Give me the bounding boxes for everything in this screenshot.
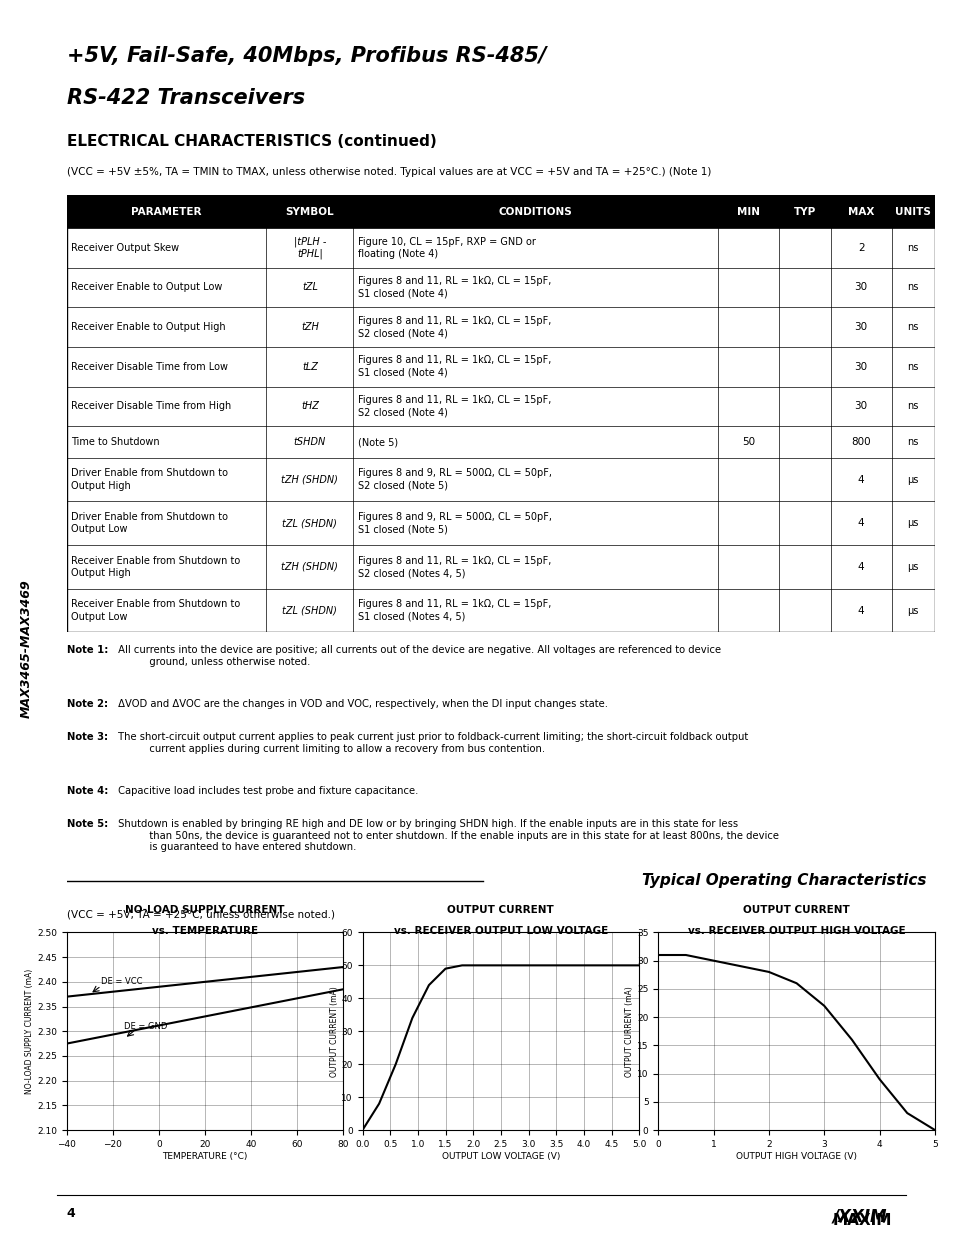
- Text: MIN: MIN: [736, 206, 759, 216]
- Text: Receiver Disable Time from Low: Receiver Disable Time from Low: [71, 362, 228, 372]
- Text: tZL (SHDN): tZL (SHDN): [282, 519, 337, 529]
- Text: MAX: MAX: [847, 206, 873, 216]
- Text: UNITS: UNITS: [894, 206, 930, 216]
- Text: CONDITIONS: CONDITIONS: [498, 206, 572, 216]
- Text: ns: ns: [906, 243, 918, 253]
- Y-axis label: OUTPUT CURRENT (mA): OUTPUT CURRENT (mA): [624, 986, 634, 1077]
- Text: ELECTRICAL CHARACTERISTICS (continued): ELECTRICAL CHARACTERISTICS (continued): [67, 133, 436, 148]
- Text: (VCC = +5V, TA = +25°C, unless otherwise noted.): (VCC = +5V, TA = +25°C, unless otherwise…: [67, 910, 335, 920]
- Text: OUTPUT CURRENT: OUTPUT CURRENT: [742, 905, 849, 915]
- Text: Note 1:: Note 1:: [67, 645, 108, 655]
- X-axis label: OUTPUT LOW VOLTAGE (V): OUTPUT LOW VOLTAGE (V): [441, 1151, 559, 1161]
- Text: vs. RECEIVER OUTPUT HIGH VOLTAGE: vs. RECEIVER OUTPUT HIGH VOLTAGE: [687, 926, 904, 936]
- Text: 4: 4: [857, 519, 863, 529]
- Text: vs. TEMPERATURE: vs. TEMPERATURE: [152, 926, 258, 936]
- Text: The short-circuit output current applies to peak current just prior to foldback-: The short-circuit output current applies…: [114, 732, 747, 753]
- Text: Capacitive load includes test probe and fixture capacitance.: Capacitive load includes test probe and …: [114, 785, 417, 795]
- Text: 30: 30: [854, 283, 867, 293]
- Text: 2: 2: [857, 243, 863, 253]
- Text: ns: ns: [906, 362, 918, 372]
- Text: Figures 8 and 11, RL = 1kΩ, CL = 15pF,
S1 closed (Note 4): Figures 8 and 11, RL = 1kΩ, CL = 15pF, S…: [357, 277, 551, 299]
- Text: ns: ns: [906, 437, 918, 447]
- Text: OUTPUT CURRENT: OUTPUT CURRENT: [447, 905, 554, 915]
- Text: RS-422 Transceivers: RS-422 Transceivers: [67, 88, 305, 107]
- Text: μs: μs: [906, 562, 918, 572]
- Text: Receiver Enable to Output High: Receiver Enable to Output High: [71, 322, 226, 332]
- Text: |tPLH -
tPHL|: |tPLH - tPHL|: [294, 236, 326, 259]
- Text: Note 4:: Note 4:: [67, 785, 108, 795]
- Text: +5V, Fail-Safe, 40Mbps, Profibus RS-485/: +5V, Fail-Safe, 40Mbps, Profibus RS-485/: [67, 47, 546, 67]
- Text: ns: ns: [906, 401, 918, 411]
- Text: (VCC = +5V ±5%, TA = TMIN to TMAX, unless otherwise noted. Typical values are at: (VCC = +5V ±5%, TA = TMIN to TMAX, unles…: [67, 167, 710, 177]
- Text: tSHDN: tSHDN: [294, 437, 326, 447]
- Text: Shutdown is enabled by bringing RE high and DE low or by bringing SHDN high. If : Shutdown is enabled by bringing RE high …: [114, 819, 778, 852]
- Text: tZH (SHDN): tZH (SHDN): [281, 474, 338, 484]
- Text: Figures 8 and 9, RL = 500Ω, CL = 50pF,
S1 closed (Note 5): Figures 8 and 9, RL = 500Ω, CL = 50pF, S…: [357, 513, 551, 535]
- Text: PARAMETER: PARAMETER: [132, 206, 202, 216]
- Text: 4: 4: [67, 1207, 75, 1220]
- Y-axis label: OUTPUT CURRENT (mA): OUTPUT CURRENT (mA): [329, 986, 338, 1077]
- Text: ns: ns: [906, 283, 918, 293]
- Text: 800: 800: [850, 437, 870, 447]
- Text: Driver Enable from Shutdown to
Output High: Driver Enable from Shutdown to Output Hi…: [71, 468, 228, 490]
- Text: Time to Shutdown: Time to Shutdown: [71, 437, 159, 447]
- Text: MAX3465 toc01: MAX3465 toc01: [365, 1007, 370, 1056]
- Text: Note 3:: Note 3:: [67, 732, 108, 742]
- Text: /XXIM: /XXIM: [832, 1207, 886, 1225]
- Text: tZL (SHDN): tZL (SHDN): [282, 605, 337, 615]
- Text: μs: μs: [906, 474, 918, 484]
- Text: 30: 30: [854, 362, 867, 372]
- Text: 4: 4: [857, 474, 863, 484]
- Text: Receiver Enable from Shutdown to
Output High: Receiver Enable from Shutdown to Output …: [71, 556, 240, 578]
- Text: Receiver Output Skew: Receiver Output Skew: [71, 243, 179, 253]
- Text: tLZ: tLZ: [301, 362, 317, 372]
- Text: Note 5:: Note 5:: [67, 819, 108, 829]
- Text: (Note 5): (Note 5): [357, 437, 397, 447]
- Text: SYMBOL: SYMBOL: [285, 206, 334, 216]
- Text: tZH (SHDN): tZH (SHDN): [281, 562, 338, 572]
- Text: Figures 8 and 11, RL = 1kΩ, CL = 15pF,
S2 closed (Notes 4, 5): Figures 8 and 11, RL = 1kΩ, CL = 15pF, S…: [357, 556, 551, 578]
- X-axis label: TEMPERATURE (°C): TEMPERATURE (°C): [162, 1151, 248, 1161]
- Text: vs. RECEIVER OUTPUT LOW VOLTAGE: vs. RECEIVER OUTPUT LOW VOLTAGE: [394, 926, 607, 936]
- Text: tZL: tZL: [301, 283, 317, 293]
- Text: Receiver Disable Time from High: Receiver Disable Time from High: [71, 401, 232, 411]
- Text: 4: 4: [857, 605, 863, 615]
- Text: Driver Enable from Shutdown to
Output Low: Driver Enable from Shutdown to Output Lo…: [71, 513, 228, 535]
- Text: Receiver Enable to Output Low: Receiver Enable to Output Low: [71, 283, 222, 293]
- Text: Figure 10, CL = 15pF, RXP = GND or
floating (Note 4): Figure 10, CL = 15pF, RXP = GND or float…: [357, 237, 535, 259]
- Text: μs: μs: [906, 519, 918, 529]
- Text: Figures 8 and 11, RL = 1kΩ, CL = 15pF,
S2 closed (Note 4): Figures 8 and 11, RL = 1kΩ, CL = 15pF, S…: [357, 395, 551, 417]
- Text: ns: ns: [906, 322, 918, 332]
- Text: TYP: TYP: [793, 206, 815, 216]
- Text: Figures 8 and 11, RL = 1kΩ, CL = 15pF,
S1 closed (Note 4): Figures 8 and 11, RL = 1kΩ, CL = 15pF, S…: [357, 356, 551, 378]
- Text: Typical Operating Characteristics: Typical Operating Characteristics: [641, 873, 925, 888]
- Text: All currents into the device are positive; all currents out of the device are ne: All currents into the device are positiv…: [114, 645, 720, 667]
- Text: Figures 8 and 9, RL = 500Ω, CL = 50pF,
S2 closed (Note 5): Figures 8 and 9, RL = 500Ω, CL = 50pF, S…: [357, 468, 551, 490]
- Text: tHZ: tHZ: [300, 401, 318, 411]
- Text: 30: 30: [854, 322, 867, 332]
- Text: Figures 8 and 11, RL = 1kΩ, CL = 15pF,
S1 closed (Notes 4, 5): Figures 8 and 11, RL = 1kΩ, CL = 15pF, S…: [357, 599, 551, 621]
- X-axis label: OUTPUT HIGH VOLTAGE (V): OUTPUT HIGH VOLTAGE (V): [736, 1151, 856, 1161]
- Text: 4: 4: [857, 562, 863, 572]
- Text: Receiver Enable from Shutdown to
Output Low: Receiver Enable from Shutdown to Output …: [71, 599, 240, 621]
- Text: MAX3465 toc02: MAX3465 toc02: [660, 1007, 665, 1056]
- Text: 30: 30: [854, 401, 867, 411]
- Text: Note 2:: Note 2:: [67, 699, 108, 709]
- Text: DE = GND: DE = GND: [124, 1021, 168, 1031]
- Text: NO-LOAD SUPPLY CURRENT: NO-LOAD SUPPLY CURRENT: [125, 905, 285, 915]
- Text: tZH: tZH: [300, 322, 318, 332]
- Text: μs: μs: [906, 605, 918, 615]
- Text: ΔVOD and ΔVOC are the changes in VOD and VOC, respectively, when the DI input ch: ΔVOD and ΔVOC are the changes in VOD and…: [114, 699, 607, 709]
- Text: MAX3465-MAX3469: MAX3465-MAX3469: [20, 579, 32, 718]
- Text: DE = VCC: DE = VCC: [101, 977, 143, 987]
- Text: Figures 8 and 11, RL = 1kΩ, CL = 15pF,
S2 closed (Note 4): Figures 8 and 11, RL = 1kΩ, CL = 15pF, S…: [357, 316, 551, 338]
- Text: MAXIM: MAXIM: [832, 1213, 891, 1228]
- Y-axis label: NO-LOAD SUPPLY CURRENT (mA): NO-LOAD SUPPLY CURRENT (mA): [25, 968, 34, 1094]
- Text: 50: 50: [740, 437, 754, 447]
- Bar: [67, 195, 934, 228]
